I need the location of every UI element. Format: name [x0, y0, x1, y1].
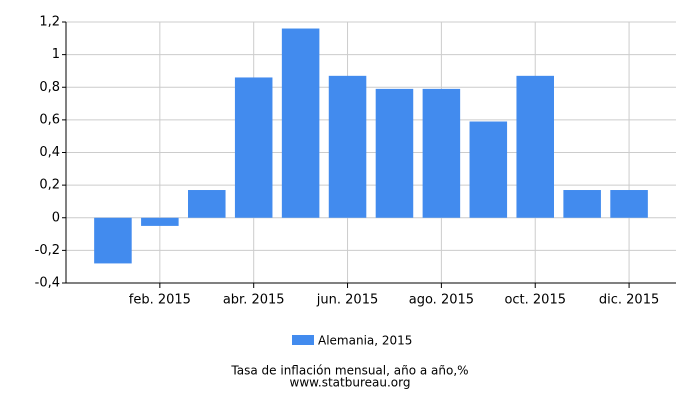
- bar: [516, 75, 554, 218]
- bar: [610, 190, 648, 218]
- x-tick-label: dic. 2015: [599, 293, 659, 308]
- y-tick-label: 0,4: [39, 145, 60, 160]
- bar: [234, 77, 273, 218]
- bar: [188, 190, 226, 218]
- y-tick-label: 0,6: [39, 112, 60, 127]
- bar: [328, 75, 367, 218]
- y-tick-label: 1: [52, 47, 60, 62]
- x-tick-label: oct. 2015: [504, 293, 566, 308]
- y-tick-label: 0: [52, 210, 60, 225]
- y-tick-label: -0,2: [35, 243, 60, 258]
- y-tick-label: 0,8: [39, 80, 60, 95]
- source: www.statbureau.org: [290, 376, 411, 390]
- chart-title: Tasa de inflación mensual, año a año,%: [230, 364, 468, 378]
- legend-label: Alemania, 2015: [318, 334, 412, 348]
- x-tick-label: feb. 2015: [129, 293, 191, 308]
- bar: [563, 190, 601, 218]
- y-tick-label: -0,4: [35, 276, 60, 291]
- bar: [281, 28, 320, 218]
- legend-swatch: [292, 335, 314, 345]
- y-tick-label: 0,2: [39, 178, 60, 193]
- bar: [422, 88, 461, 218]
- bar: [141, 217, 179, 226]
- x-tick-label: ago. 2015: [409, 293, 474, 308]
- x-tick-label: abr. 2015: [223, 293, 285, 308]
- bar: [469, 121, 508, 218]
- bar: [375, 88, 414, 218]
- x-tick-label: jun. 2015: [316, 293, 378, 308]
- y-tick-label: 1,2: [39, 15, 60, 30]
- bar: [94, 217, 132, 264]
